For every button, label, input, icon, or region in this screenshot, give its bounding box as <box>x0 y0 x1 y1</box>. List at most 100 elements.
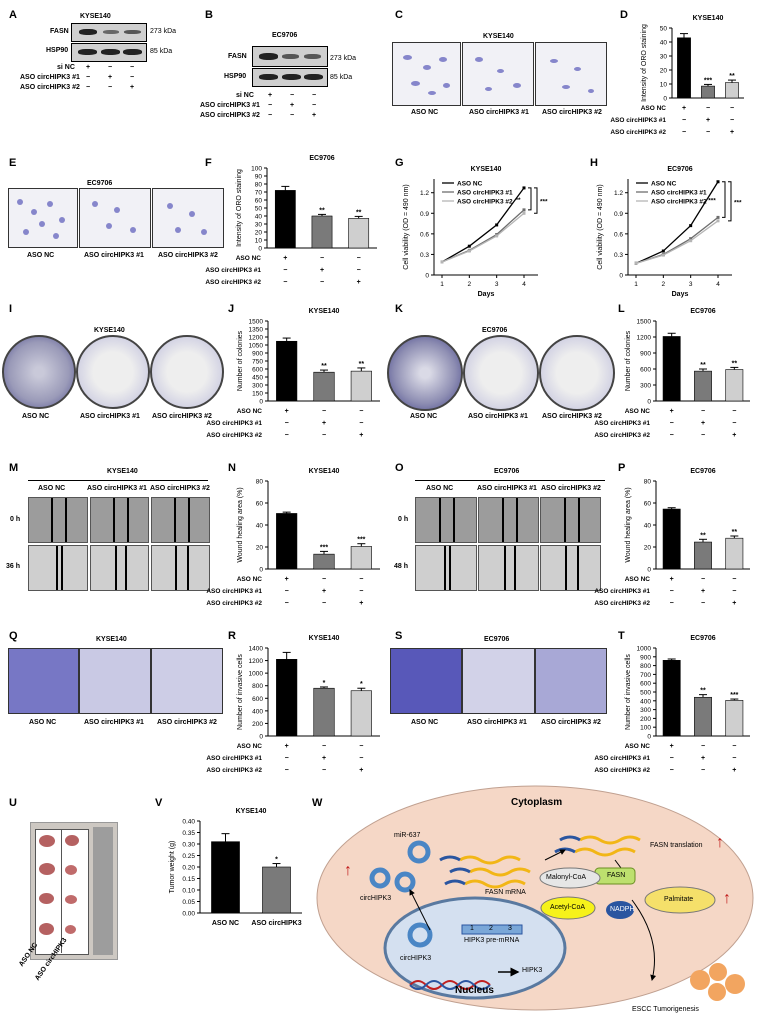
y-tick-label: 60 <box>644 501 652 508</box>
col-label: ASO circHIPK3 #2 <box>541 485 601 492</box>
series-line <box>441 187 525 263</box>
up-arrow-icon: ↑ <box>716 834 724 851</box>
row-label: 0 h <box>398 516 409 523</box>
condition-label: ASO circHIPK3 #2 <box>205 279 261 286</box>
bar <box>662 660 681 737</box>
significance-label: *** <box>540 199 548 206</box>
condition-label: ASO circHIPK3 #1 <box>206 588 262 595</box>
condition-sign: − <box>682 117 686 124</box>
bar <box>262 866 291 914</box>
panel-letter-h: H <box>590 157 598 169</box>
wound-image <box>415 497 477 543</box>
schematic-label: FASN <box>607 872 626 879</box>
condition-label: ASO NC <box>237 576 263 583</box>
blot-b-kda: 273 kDa <box>330 55 357 62</box>
data-point <box>522 211 526 215</box>
condition-label: ASO NC <box>625 576 651 583</box>
chart-l: EC9706 0 300 600 900 1200 1500 Number of coloni… <box>594 308 750 439</box>
condition-label: ASO NC <box>236 255 262 262</box>
colony-dish <box>463 335 539 411</box>
image-caption: ASO circHIPK3 #1 <box>467 719 527 726</box>
condition-label: ASO circHIPK3 #2 <box>594 600 650 607</box>
wound-image <box>28 545 88 591</box>
y-tick-label: 0.15 <box>182 876 195 883</box>
cond-label: ASO circHIPK3 #2 <box>200 112 260 119</box>
condition-sign: + <box>732 432 736 439</box>
sign: − <box>312 102 317 109</box>
condition-sign: − <box>357 267 361 274</box>
y-tick-label: 500 <box>640 690 651 697</box>
schematic-label: HIPK3 pre-mRNA <box>464 937 520 944</box>
exon-label: 1 <box>470 925 474 932</box>
y-axis-label: Number of colonies <box>237 330 244 391</box>
y-axis-label: Wound healing area (%) <box>237 487 244 562</box>
bar <box>662 336 681 402</box>
image-caption: ASO circHIPK3 #2 <box>541 719 601 726</box>
image-caption: ASO circHIPK3 #1 <box>468 413 528 420</box>
image-title: KYSE140 <box>96 636 127 643</box>
data-point <box>689 224 693 228</box>
data-point <box>522 208 526 212</box>
y-tick-label: 0 <box>258 246 262 253</box>
panel-letter-k: K <box>395 303 403 315</box>
colony-dish <box>76 335 150 409</box>
tumor-photo <box>30 822 118 960</box>
chart-v: KYSE140 0.00 0.05 0.10 0.15 0.20 0.25 0.30 0.35 0… <box>169 808 302 927</box>
y-tick-label: 300 <box>252 383 263 390</box>
y-axis-label: Cell viability (OD = 490 nm) <box>597 184 604 269</box>
colony-dish <box>539 335 615 411</box>
bar <box>694 370 712 402</box>
condition-label: ASO circHIPK3 #1 <box>594 420 650 427</box>
x-tick-label: 1 <box>634 281 638 288</box>
significance-label: * <box>323 680 326 687</box>
condition-label: ASO circHIPK3 #1 <box>206 420 262 427</box>
condition-sign: + <box>730 129 734 136</box>
condition-sign: − <box>732 408 736 415</box>
blot-a-fasn <box>71 23 147 42</box>
significance-label: *** <box>730 692 738 699</box>
condition-sign: − <box>670 588 674 595</box>
sign: − <box>130 64 135 71</box>
bar <box>677 37 691 99</box>
y-tick-label: 0.10 <box>182 888 195 895</box>
y-tick-label: 0.00 <box>182 911 195 918</box>
micrograph <box>392 42 461 106</box>
y-tick-label: 0.9 <box>614 211 623 218</box>
condition-sign: − <box>730 117 734 124</box>
image-caption: ASO circHIPK3 #2 <box>158 252 218 259</box>
y-tick-label: 800 <box>252 683 263 690</box>
y-tick-label: 100 <box>251 166 262 173</box>
wound-image <box>90 497 149 543</box>
y-axis-label: Intensity of ORO staining <box>641 24 648 102</box>
legend-label: ASO circHIPK3 #2 <box>651 199 707 206</box>
significance-label: ** <box>359 361 365 368</box>
sign: − <box>268 102 273 109</box>
bar <box>276 513 298 570</box>
image-title: KYSE140 <box>107 468 138 475</box>
y-tick-label: 900 <box>252 351 263 358</box>
y-tick-label: 600 <box>252 367 263 374</box>
condition-sign: − <box>730 105 734 112</box>
y-tick-label: 0.25 <box>182 853 195 860</box>
significance-label: ** <box>515 197 521 204</box>
significance-label: ** <box>319 207 325 214</box>
micrograph <box>8 188 78 248</box>
image-caption: ASO NC <box>22 413 50 420</box>
y-tick-label: 0.35 <box>182 830 195 837</box>
sign: − <box>290 92 295 99</box>
significance-label: *** <box>734 199 742 206</box>
bar <box>725 537 744 570</box>
panel-letter-a: A <box>9 9 17 21</box>
condition-sign: + <box>285 743 289 750</box>
bar <box>701 85 715 99</box>
bar <box>694 696 712 737</box>
y-tick-label: 1.2 <box>420 190 429 197</box>
micrograph <box>535 42 607 106</box>
condition-label: ASO NC <box>625 408 651 415</box>
series-line <box>635 181 719 264</box>
schematic-label: FASN mRNA <box>485 889 526 896</box>
condition-sign: + <box>732 600 736 607</box>
panel-letter-i: I <box>9 303 13 315</box>
condition-sign: − <box>732 576 736 583</box>
y-tick-label: 20 <box>644 545 652 552</box>
